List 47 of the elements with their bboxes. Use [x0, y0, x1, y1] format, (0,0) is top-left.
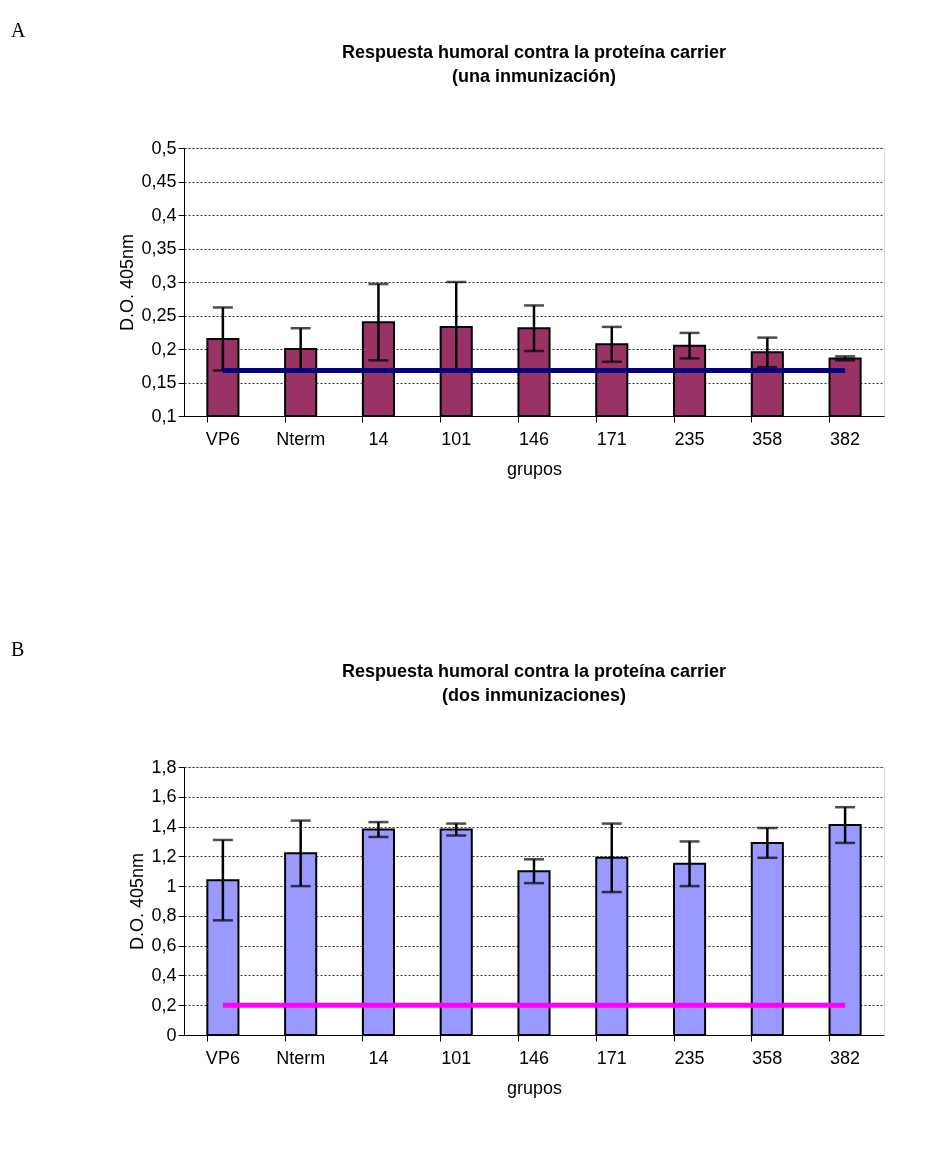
x-tick-label: 235: [674, 428, 705, 449]
y-tick-label: 0,1: [151, 405, 177, 426]
y-tick-label: 1,2: [151, 845, 177, 866]
x-tick-label: Nterm: [276, 428, 326, 449]
chart-title: Respuesta humoral contra la proteína carrier: [341, 661, 727, 681]
x-axis-title: grupos: [506, 1077, 563, 1098]
y-tick-label: 1,6: [151, 786, 177, 807]
y-tick-label: 0: [166, 1024, 177, 1045]
y-tick-label: 0,2: [151, 994, 177, 1015]
y-tick-label: 0,25: [141, 305, 177, 325]
y-tick-label: 0,45: [141, 171, 177, 191]
x-tick-label: 146: [518, 428, 550, 449]
y-tick-label: 1,4: [151, 816, 177, 837]
y-tick-label: 0,4: [151, 204, 177, 225]
x-tick-label: 14: [368, 1047, 389, 1068]
chart-subtitle: (una inmunización): [452, 66, 616, 86]
x-tick-label: 101: [441, 1047, 472, 1068]
y-tick-label: 0,2: [151, 338, 177, 359]
y-tick-label: 0,3: [151, 271, 177, 292]
x-axis-title: grupos: [506, 458, 563, 479]
x-tick-label: VP6: [205, 1047, 240, 1068]
x-tick-label: 146: [518, 1047, 550, 1068]
chart-title: Respuesta humoral contra la proteína carrier: [341, 42, 727, 62]
y-tick-label: 0,5: [151, 137, 177, 158]
y-axis-title: D.O. 405nm: [117, 233, 138, 332]
x-tick-label: Nterm: [276, 1047, 326, 1068]
y-tick-label: 0,4: [151, 964, 177, 985]
chart-subtitle: (dos inmunizaciones): [441, 685, 627, 705]
y-tick-label: 0,15: [141, 372, 177, 392]
x-tick-label: 382: [830, 1047, 861, 1068]
x-tick-label: 171: [596, 1047, 627, 1068]
y-tick-label: 0,8: [151, 905, 177, 926]
y-tick-label: 1,8: [151, 756, 177, 777]
x-tick-label: 358: [752, 1047, 783, 1068]
x-tick-label: 382: [830, 428, 861, 449]
y-tick-label: 0,35: [141, 238, 177, 258]
x-tick-label: 171: [596, 428, 627, 449]
x-tick-label: VP6: [205, 428, 240, 449]
x-tick-label: 358: [752, 428, 783, 449]
y-tick-label: 1: [166, 875, 177, 896]
y-axis-title: D.O. 405nm: [127, 852, 148, 951]
y-tick-label: 0,6: [151, 935, 177, 956]
text: B: [11, 638, 25, 660]
x-tick-label: 14: [368, 428, 389, 449]
x-tick-label: 101: [441, 428, 472, 449]
x-tick-label: 235: [674, 1047, 705, 1068]
text: A: [11, 19, 26, 41]
